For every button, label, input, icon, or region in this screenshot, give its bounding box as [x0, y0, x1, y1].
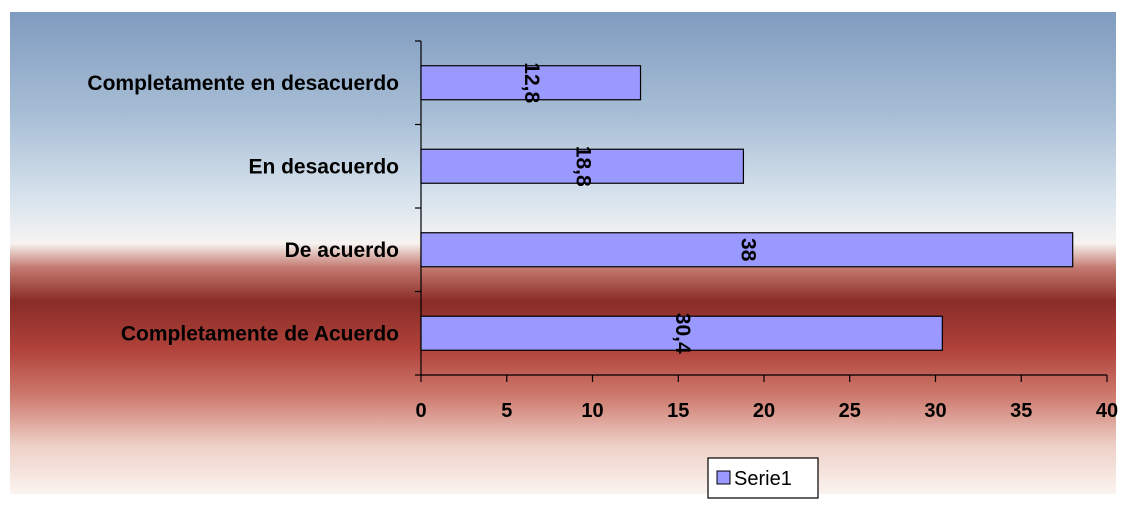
- category-label: En desacuerdo: [248, 155, 399, 178]
- bar: [420, 65, 642, 101]
- value-tick-label: 25: [839, 400, 861, 422]
- bar: [420, 148, 745, 184]
- bar: [420, 315, 943, 351]
- value-tick-label: 0: [415, 400, 426, 422]
- data-label: 38: [736, 238, 759, 262]
- category-label: De acuerdo: [285, 239, 399, 262]
- value-tick-label: 35: [1010, 400, 1032, 422]
- data-label: 30,4: [671, 313, 694, 354]
- data-label: 18,8: [572, 146, 595, 187]
- legend-swatch: [716, 470, 731, 485]
- value-tick-label: 15: [667, 400, 689, 422]
- value-tick-label: 5: [501, 400, 512, 422]
- data-label: 12,8: [520, 62, 543, 103]
- value-tick-label: 20: [753, 400, 775, 422]
- value-tick-label: 40: [1096, 400, 1118, 422]
- category-label: Completamente en desacuerdo: [87, 72, 399, 95]
- bar: [420, 232, 1074, 268]
- value-tick-label: 30: [924, 400, 946, 422]
- category-label: Completamente de Acuerdo: [121, 322, 399, 345]
- legend-label: Serie1: [734, 468, 792, 490]
- value-tick-label: 10: [581, 400, 603, 422]
